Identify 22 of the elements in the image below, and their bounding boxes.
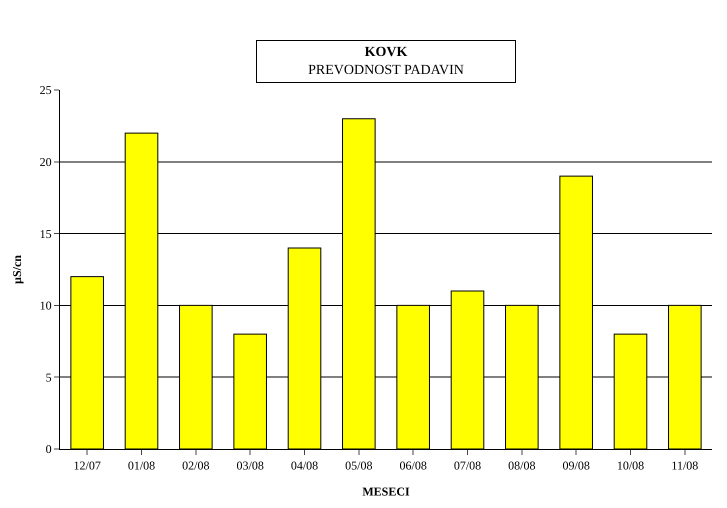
x-tick-label: 07/08 — [454, 458, 482, 472]
x-tick-label: 06/08 — [400, 458, 427, 472]
chart-title: KOVK — [364, 45, 408, 60]
x-tick-label: 03/08 — [236, 458, 264, 472]
x-tick-label: 10/08 — [616, 458, 644, 472]
chart-subtitle: PREVODNOST PADAVIN — [308, 63, 464, 78]
x-tick-label: 04/08 — [290, 458, 318, 472]
x-tick-label: 08/08 — [508, 458, 536, 472]
x-tick-label: 11/08 — [671, 458, 698, 472]
x-tick-label: 01/08 — [128, 458, 156, 472]
y-tick-label: 15 — [40, 226, 52, 241]
x-tick-label: 09/08 — [562, 458, 590, 472]
y-tick-label: 20 — [40, 155, 52, 169]
y-tick-label: 0 — [46, 442, 52, 456]
y-tick-label: 5 — [46, 370, 52, 384]
x-axis-title: MESECI — [362, 484, 410, 498]
y-axis-title: µS/cn — [10, 254, 24, 284]
x-tick-label: 12/07 — [74, 458, 101, 472]
x-tick-label: 05/08 — [345, 458, 372, 472]
y-tick-label: 10 — [40, 298, 52, 313]
x-tick-label: 02/08 — [182, 458, 210, 472]
y-tick-label: 25 — [40, 83, 52, 98]
